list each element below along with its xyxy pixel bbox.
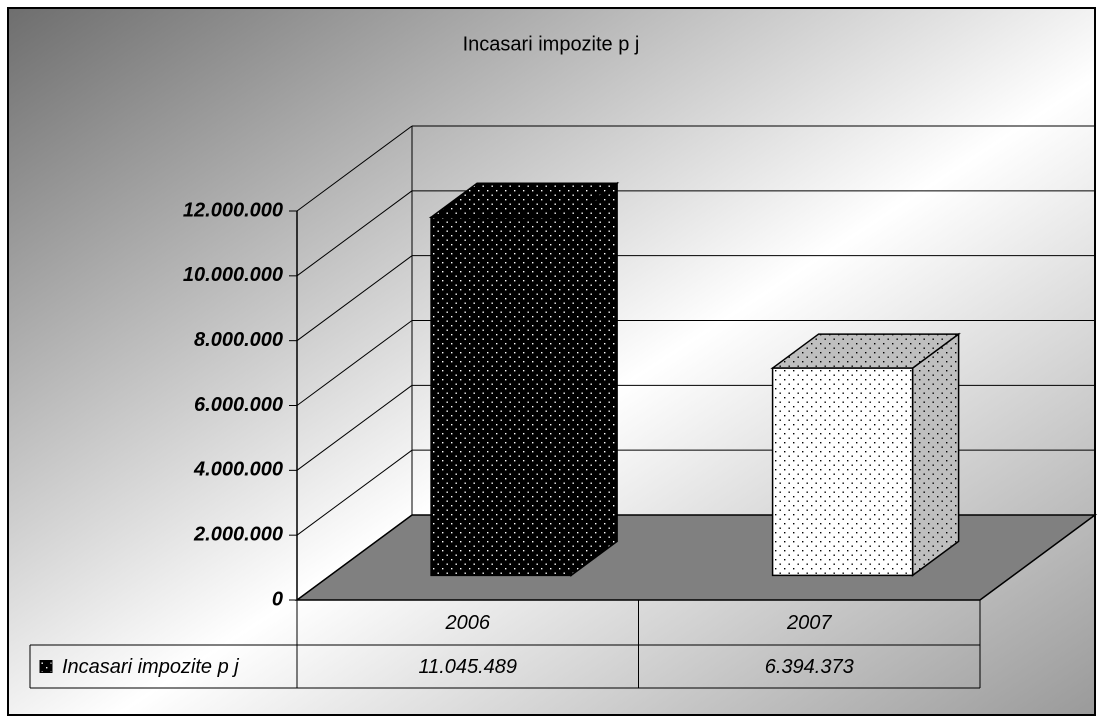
x-tick-label: 2007 (786, 612, 832, 634)
bar-side (570, 181, 618, 577)
legend-key (39, 660, 53, 673)
grid-line (296, 449, 413, 536)
table-line (979, 514, 1096, 601)
y-tick-label: 4.000.000 (193, 459, 283, 481)
grid-line (296, 514, 413, 601)
grid-line (296, 320, 413, 406)
floor (294, 514, 1098, 601)
y-tick-label: 10.000.000 (183, 264, 283, 286)
y-tick-label: 2.000.000 (193, 523, 283, 545)
grid-line (296, 384, 413, 471)
bar (771, 367, 914, 577)
grid-line (296, 255, 413, 342)
y-tick-label: 12.000.000 (183, 199, 283, 221)
y-tick-label: 0 (272, 588, 283, 610)
legend-label: Incasari impozite p j (62, 656, 239, 678)
chart-title: Incasari impozite p j (463, 33, 640, 55)
bar-side (911, 332, 960, 577)
x-tick-label: 2006 (445, 612, 491, 634)
data-label: 11.045.489 (418, 656, 517, 678)
grid-line (296, 125, 413, 212)
grid-line (296, 190, 413, 277)
y-tick-label: 8.000.000 (194, 329, 283, 351)
data-label: 6.394.373 (765, 656, 854, 678)
y-tick-label: 6.000.000 (194, 394, 283, 416)
bar (430, 216, 572, 577)
